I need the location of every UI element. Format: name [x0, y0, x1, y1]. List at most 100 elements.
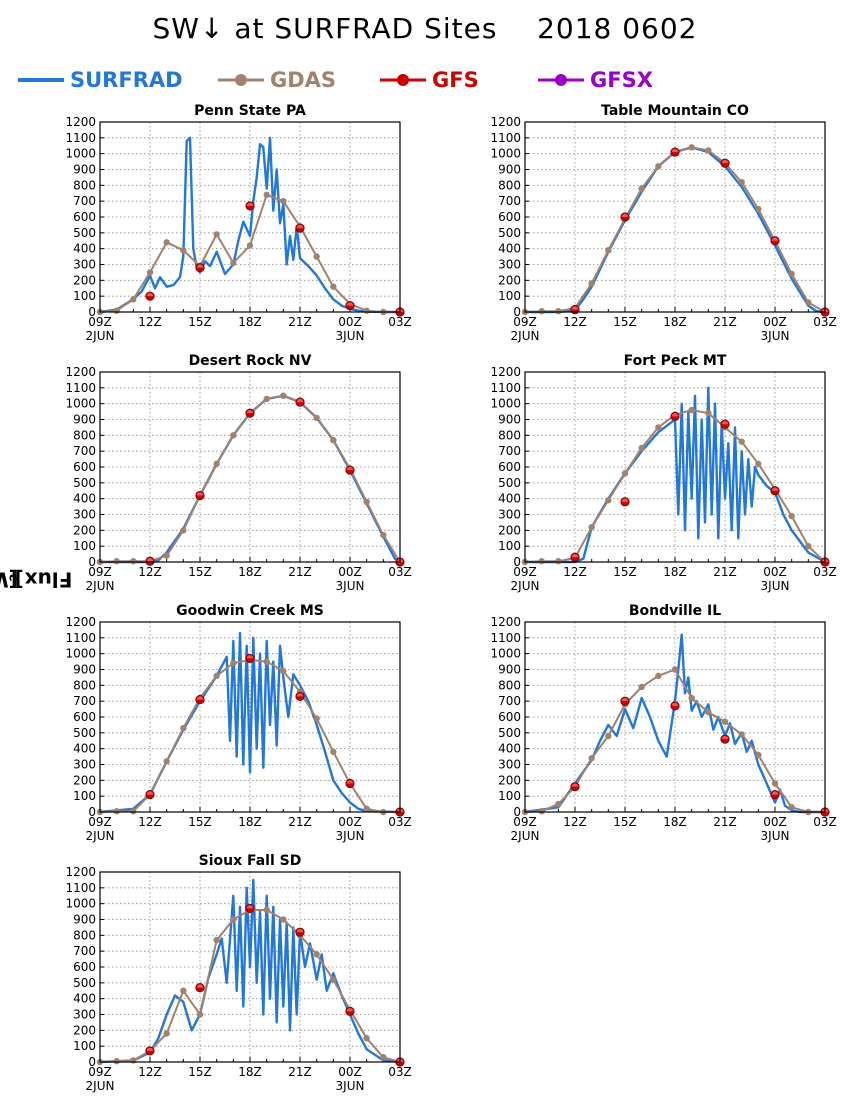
y-tick-label: 1200 [65, 365, 96, 379]
y-tick-label: 900 [73, 663, 96, 677]
data-point-highlight-gfs [671, 413, 679, 417]
data-point-highlight-gfs [196, 264, 204, 268]
y-tick-label: 400 [73, 742, 96, 756]
y-tick-label: 100 [73, 789, 96, 803]
y-tick-label: 600 [73, 710, 96, 724]
y-tick-label: 1000 [65, 147, 96, 161]
data-point-gdas [113, 558, 120, 565]
y-tick-label: 200 [498, 523, 521, 537]
data-point-gdas [555, 558, 562, 565]
x-tick-label: 09Z [88, 315, 112, 329]
y-tick-label: 600 [73, 460, 96, 474]
x-tick-label: 03Z [388, 315, 412, 329]
plot-area [525, 372, 825, 562]
data-point-gdas [263, 658, 270, 665]
y-tick-label: 600 [73, 960, 96, 974]
chart-title: Goodwin Creek MS [176, 603, 324, 619]
y-tick-label: 1200 [65, 615, 96, 629]
y-tick-label: 1000 [65, 647, 96, 661]
x-tick-label: 18Z [238, 315, 262, 329]
chart-title: Fort Peck MT [624, 353, 727, 369]
legend-line-surfrad-icon [18, 78, 64, 82]
y-tick-label: 600 [73, 210, 96, 224]
y-tick-label: 100 [498, 289, 521, 303]
data-point-gdas [538, 808, 545, 815]
data-point-highlight-gfs [571, 554, 579, 558]
data-point-gdas [363, 1035, 370, 1042]
data-point-gdas [638, 683, 645, 691]
x-tick-label: 21Z [288, 315, 312, 329]
y-tick-label: 500 [498, 726, 521, 740]
data-point-highlight-gfs [571, 306, 579, 310]
y-tick-label: 1000 [490, 647, 521, 661]
x-tick-label: 18Z [238, 565, 262, 579]
x-tick-date-label: 3JUN [336, 579, 365, 593]
data-point-gdas [538, 558, 545, 565]
data-point-gdas [263, 191, 270, 199]
x-tick-label: 15Z [613, 565, 637, 579]
y-tick-label: 300 [73, 758, 96, 772]
legend-line-gfsx-icon [538, 74, 584, 86]
data-point-gdas [146, 269, 154, 276]
data-point-gdas [280, 392, 287, 399]
y-tick-label: 400 [73, 992, 96, 1006]
data-point-gdas [163, 1030, 170, 1037]
x-tick-label: 21Z [713, 315, 737, 329]
data-point-highlight-gfs [196, 984, 204, 988]
data-point-gdas [655, 672, 662, 680]
data-point-highlight-gfs [671, 702, 679, 706]
y-tick-label: 300 [498, 758, 521, 772]
data-point-gdas [213, 460, 220, 468]
data-point-gdas [213, 936, 220, 944]
data-point-gdas [538, 308, 545, 315]
y-tick-label: 700 [73, 694, 96, 708]
x-tick-date-label: 3JUN [336, 329, 365, 343]
x-tick-label: 03Z [813, 565, 837, 579]
y-tick-label: 1200 [65, 115, 96, 129]
x-tick-date-label: 2JUN [86, 329, 115, 343]
y-tick-label: 900 [498, 413, 521, 427]
data-point-gdas [721, 718, 729, 725]
data-point-highlight-gfs [346, 780, 354, 784]
y-tick-label: 200 [73, 523, 96, 537]
y-tick-label: 0 [513, 305, 521, 319]
data-point-highlight-gfs [721, 735, 729, 740]
data-point-gdas [163, 552, 170, 559]
series-line-surfrad [525, 386, 826, 564]
data-point-highlight-gfs [346, 1008, 354, 1012]
data-point-gdas [738, 731, 745, 738]
data-point-gdas [380, 531, 387, 539]
x-tick-date-label: 2JUN [511, 329, 540, 343]
x-tick-label: 09Z [88, 1065, 112, 1079]
x-tick-label: 00Z [338, 815, 362, 829]
data-point-gdas [363, 307, 370, 314]
y-tick-label: 500 [73, 476, 96, 490]
x-tick-label: 21Z [713, 815, 737, 829]
x-tick-label: 15Z [613, 315, 637, 329]
y-tick-label: 0 [513, 555, 521, 569]
chart-title: Penn State PA [194, 103, 306, 119]
data-point-gdas [213, 231, 220, 238]
x-tick-date-label: 2JUN [511, 579, 540, 593]
y-tick-label: 300 [73, 258, 96, 272]
y-tick-label: 800 [498, 428, 521, 442]
y-tick-label: 800 [73, 178, 96, 192]
x-tick-label: 18Z [663, 815, 687, 829]
plot-frame [524, 121, 826, 313]
data-point-gdas [638, 444, 645, 452]
data-point-gdas [688, 406, 695, 414]
data-point-highlight-gfs [196, 492, 204, 496]
data-point-highlight-gfs [296, 398, 304, 403]
y-tick-label: 200 [498, 773, 521, 787]
y-tick-label: 1100 [490, 381, 521, 395]
y-tick-label: 500 [73, 226, 96, 240]
data-point-gdas [638, 185, 645, 192]
y-tick-label: 600 [498, 460, 521, 474]
y-tick-label: 1100 [490, 631, 521, 645]
x-tick-label: 15Z [613, 815, 637, 829]
x-tick-label: 12Z [138, 565, 162, 579]
x-tick-label: 09Z [513, 315, 537, 329]
data-point-gdas [163, 758, 170, 765]
chart-title: Table Mountain CO [601, 103, 749, 119]
data-point-gdas [738, 178, 745, 186]
